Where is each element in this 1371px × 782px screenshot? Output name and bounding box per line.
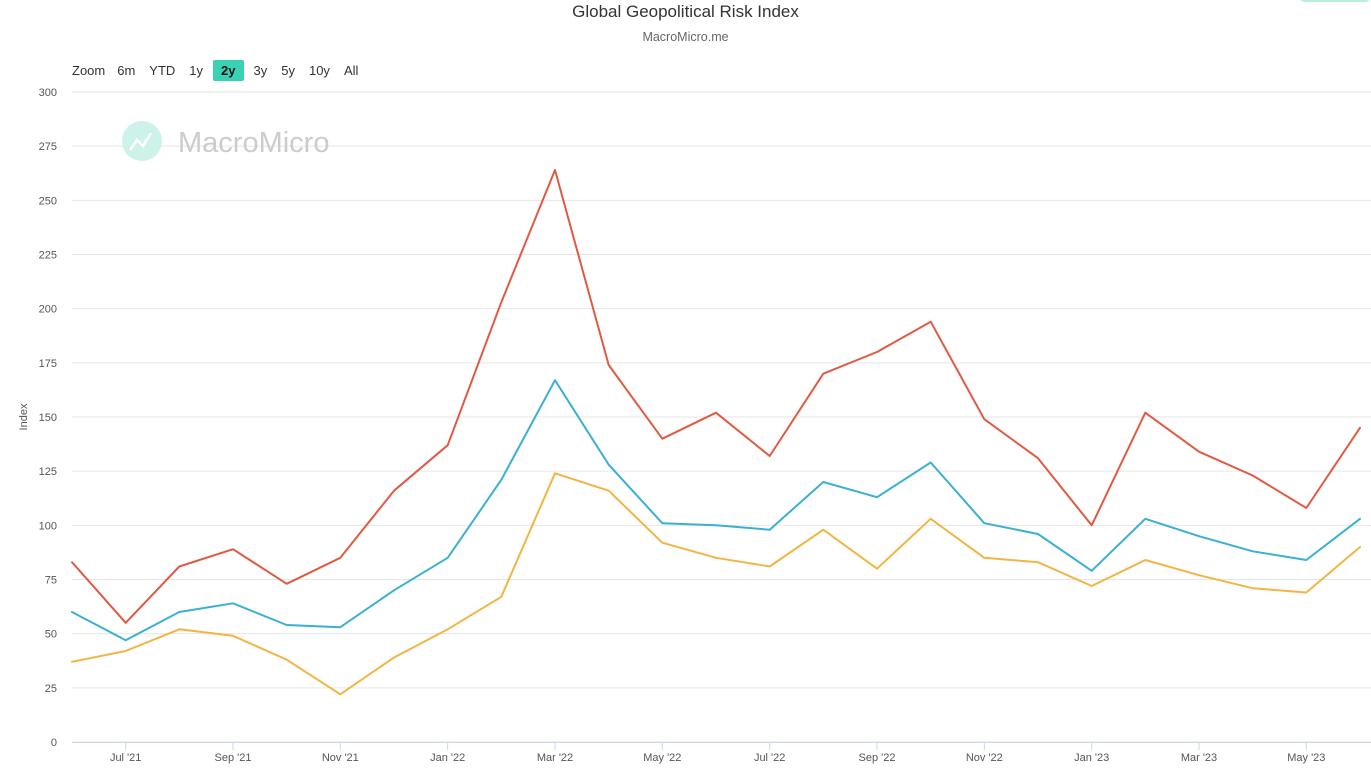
series-line-2[interactable] [71, 379, 1361, 642]
x-tick-label: May '23 [1287, 752, 1325, 764]
zoom-1y-button[interactable]: 1y [189, 62, 204, 78]
zoom-10y-button[interactable]: 10y [308, 62, 330, 78]
series-lines [71, 169, 1361, 696]
x-tick-label: May '22 [643, 752, 681, 764]
watermark-text: MacroMicro [178, 127, 329, 159]
y-tick-label: 275 [39, 141, 57, 153]
zoom-3y-button[interactable]: 3y [253, 62, 268, 78]
x-tick-label: Jul '21 [110, 752, 141, 764]
y-tick-label: 75 [45, 575, 57, 587]
x-tick-label: Nov '21 [322, 752, 359, 764]
x-tick-label: Mar '22 [537, 752, 573, 764]
corner-tab[interactable] [1299, 0, 1371, 2]
x-tick-label: Sep '22 [859, 752, 896, 764]
x-tick-label: Mar '23 [1181, 752, 1217, 764]
series-line-3[interactable] [71, 472, 1361, 696]
x-tick-label: Nov '22 [966, 752, 1003, 764]
y-tick-label: 300 [39, 87, 57, 99]
x-tick-label: Sep '21 [215, 752, 252, 764]
chart-line-icon [122, 121, 162, 161]
y-tick-label: 0 [51, 737, 57, 749]
y-tick-label: 125 [39, 466, 57, 478]
zoom-ytd-button[interactable]: YTD [149, 62, 176, 78]
chart-title: Global Geopolitical Risk Index [572, 2, 799, 21]
y-tick-label: 200 [39, 304, 57, 316]
grid-lines [72, 91, 1371, 743]
zoom-2y-button[interactable]: 2y [213, 59, 244, 81]
y-axis: 0 25 50 75 100 125 150 175 200 225 250 275 300 [39, 87, 57, 749]
y-tick-label: 150 [39, 412, 57, 424]
y-tick-label: 225 [39, 250, 57, 262]
x-tick-label: Jan '22 [430, 752, 465, 764]
x-tick-label: Jan '23 [1074, 752, 1109, 764]
zoom-all-button[interactable]: All [343, 62, 359, 78]
y-axis-title: Index [18, 403, 30, 430]
series-line-1[interactable] [71, 169, 1361, 624]
y-tick-label: 100 [39, 520, 57, 532]
x-tick-label: Jul '22 [754, 752, 785, 764]
chart-subtitle: MacroMicro.me [642, 30, 729, 44]
chart-line-icon-stroke [128, 132, 153, 151]
y-tick-label: 250 [39, 195, 57, 207]
zoom-label: Zoom [72, 62, 106, 78]
zoom-6m-button[interactable]: 6m [117, 62, 136, 78]
watermark: MacroMicro [122, 121, 329, 161]
zoom-5y-button[interactable]: 5y [281, 62, 295, 78]
y-tick-label: 25 [45, 683, 57, 695]
y-tick-label: 50 [45, 629, 57, 641]
zoom-bar: Zoom 6m YTD 1y 2y 3y 5y 10y All [72, 59, 368, 81]
x-axis: Jul '21 Sep '21 Nov '21 Jan '22 Mar '22 May '… [72, 742, 1371, 764]
y-tick-label: 175 [39, 358, 57, 370]
